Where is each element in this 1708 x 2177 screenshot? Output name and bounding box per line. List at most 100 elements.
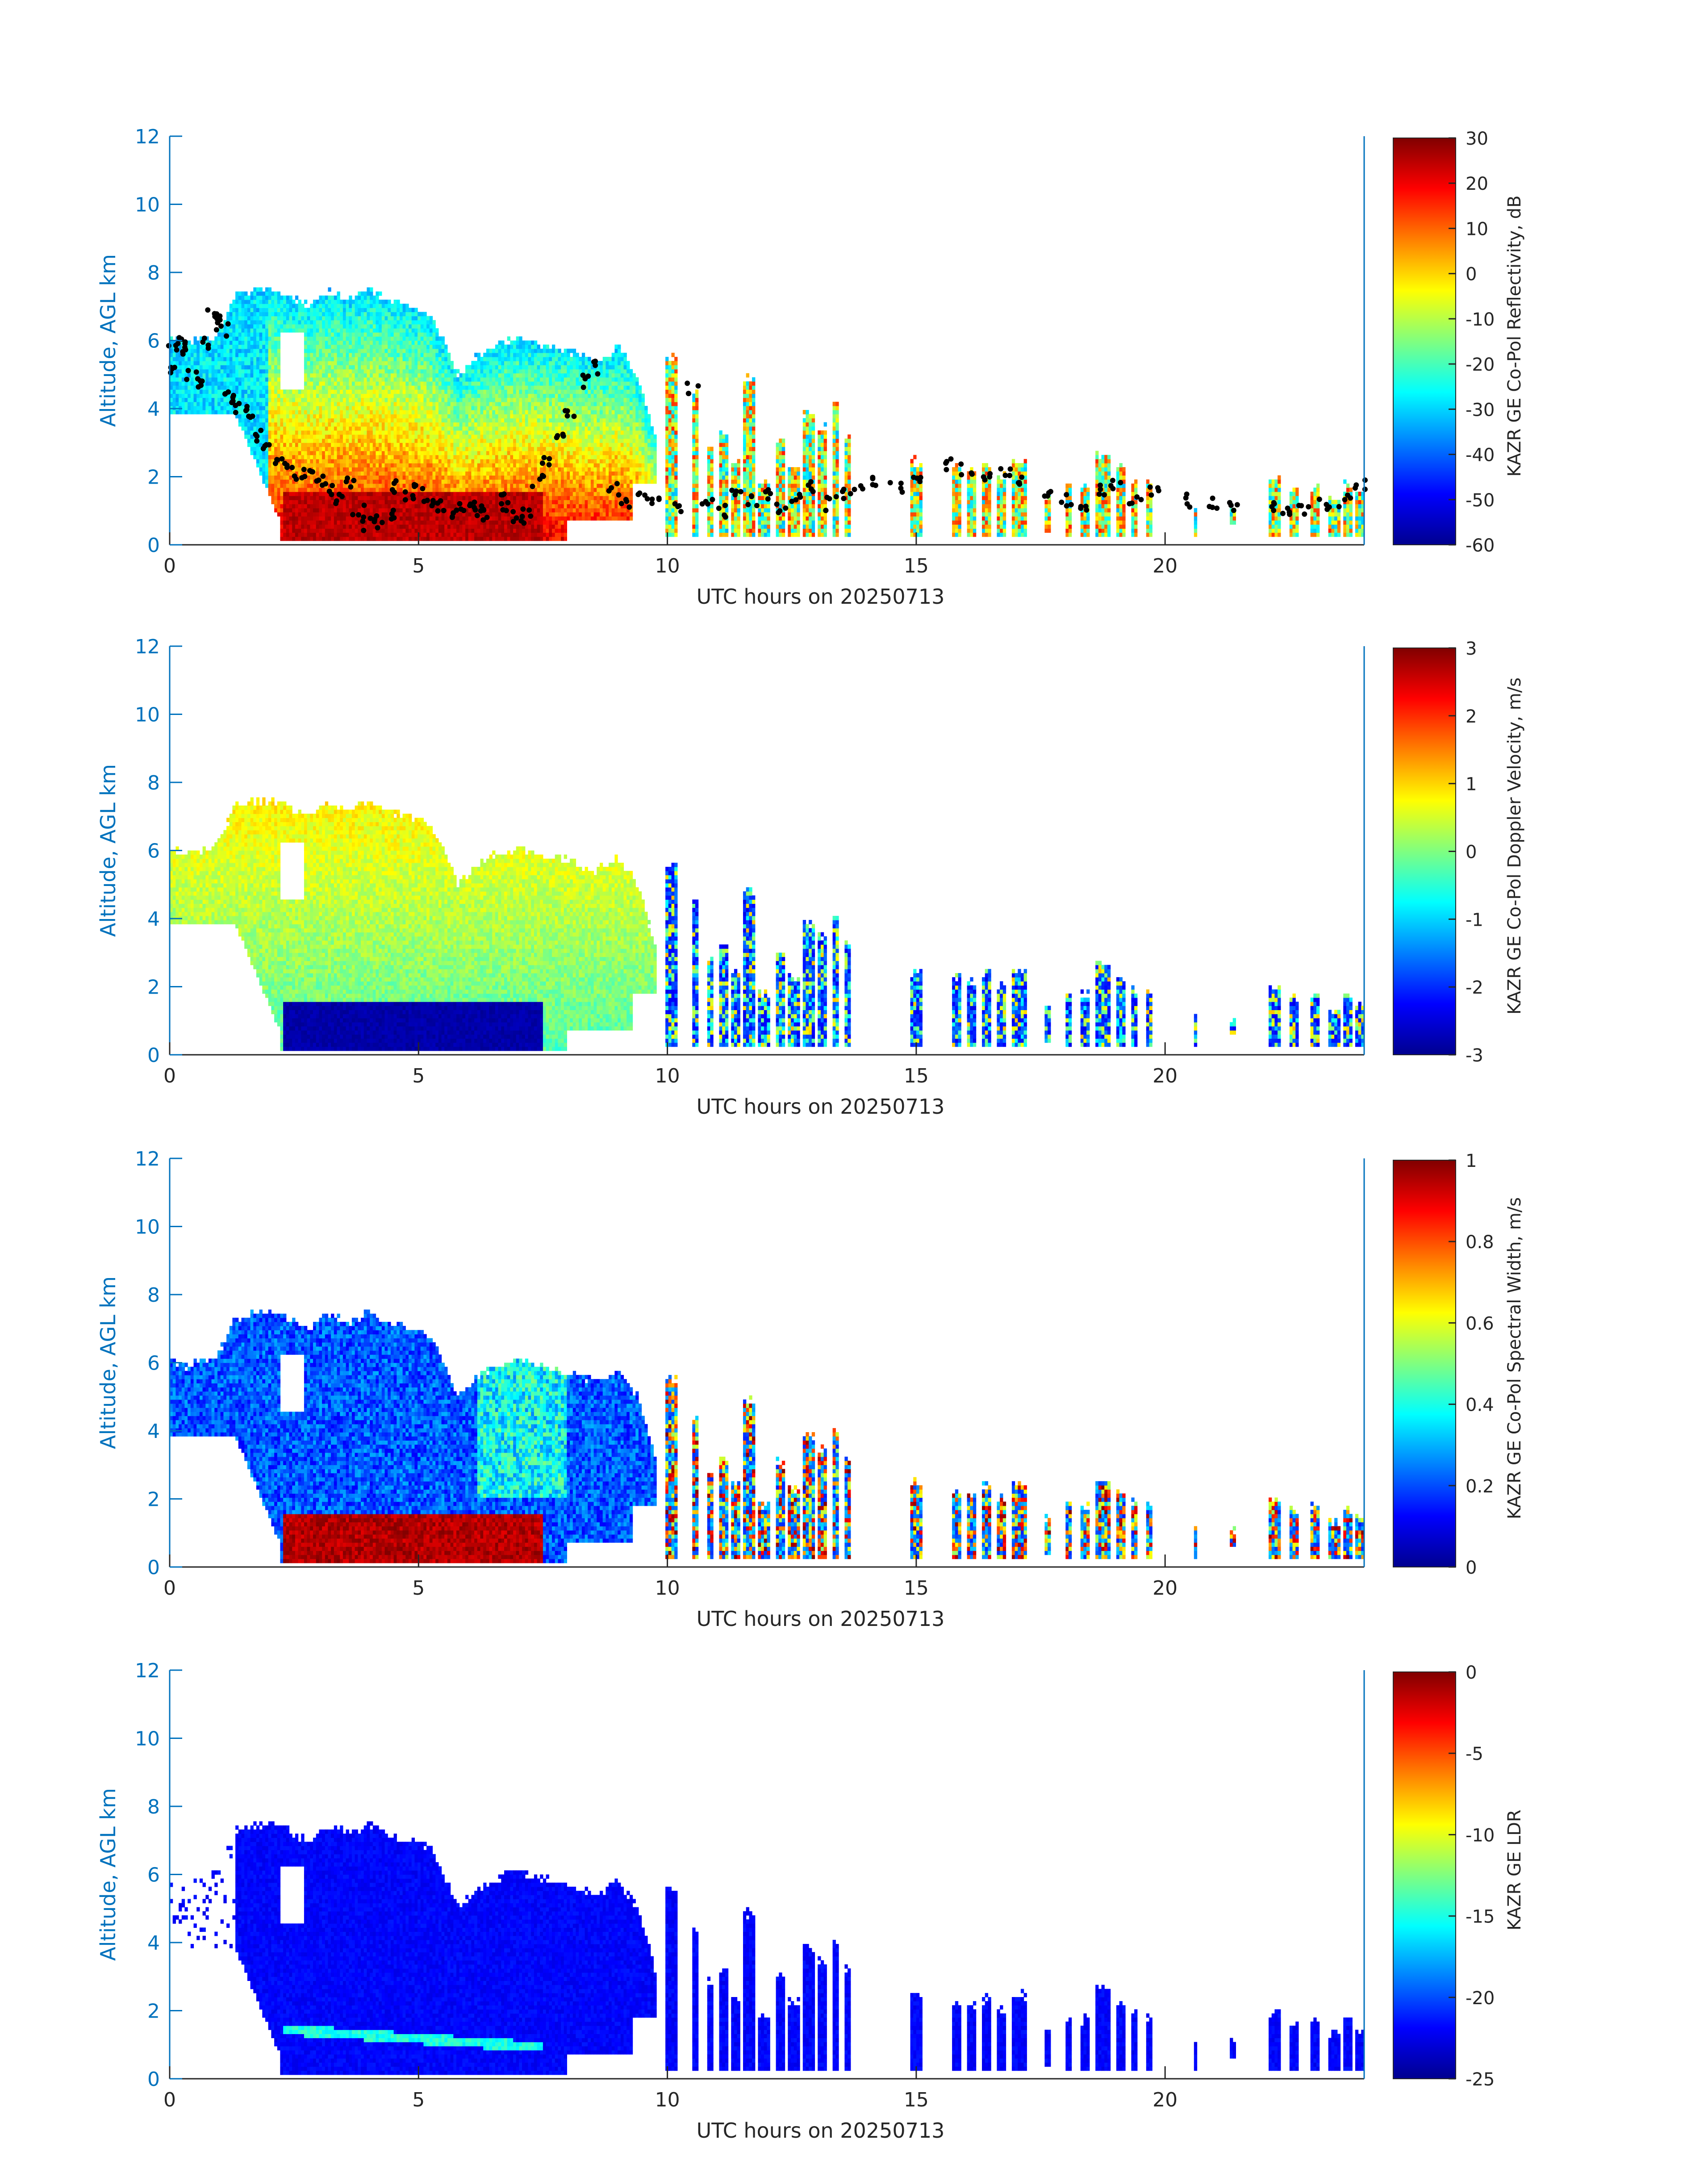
heatmap-cell	[310, 430, 313, 435]
heatmap-cell	[390, 536, 394, 541]
heatmap-cell	[367, 447, 370, 451]
heatmap-cell	[346, 487, 349, 492]
heatmap-cell	[331, 389, 334, 394]
heatmap-cell	[453, 459, 457, 464]
heatmap-cell	[480, 401, 484, 406]
heatmap-cell	[301, 483, 305, 488]
heatmap-cell	[292, 397, 296, 402]
heatmap-cell	[358, 536, 361, 541]
heatmap-cell	[444, 405, 448, 410]
heatmap-cell	[265, 418, 269, 422]
heatmap-cell	[286, 397, 290, 402]
heatmap-cell	[232, 344, 236, 349]
heatmap-cell	[229, 332, 233, 337]
heatmap-cell	[295, 463, 299, 468]
heatmap-cell	[418, 389, 421, 394]
heatmap-cell	[298, 304, 301, 308]
heatmap-cell	[486, 496, 490, 500]
heatmap-cell	[349, 451, 352, 455]
heatmap-cell	[172, 410, 176, 414]
heatmap-cell	[423, 512, 427, 517]
heatmap-cell	[358, 532, 361, 537]
heatmap-cell	[409, 385, 412, 390]
heatmap-cell	[226, 344, 230, 349]
heatmap-cell	[492, 389, 496, 394]
heatmap-cell	[355, 471, 358, 476]
heatmap-cell	[367, 385, 370, 390]
heatmap-cell	[399, 357, 403, 361]
heatmap-cell	[342, 320, 347, 325]
heatmap-cell	[298, 426, 301, 431]
heatmap-cell	[441, 373, 445, 378]
heatmap-cell	[376, 373, 379, 378]
heatmap-cell	[196, 344, 200, 349]
heatmap-cell	[462, 443, 466, 447]
heatmap-cell	[384, 471, 388, 476]
heatmap-cell	[283, 405, 287, 410]
heatmap-cell	[172, 389, 176, 394]
heatmap-cell	[388, 348, 391, 353]
heatmap-cell	[363, 344, 367, 349]
heatmap-cell	[250, 328, 254, 333]
heatmap-cell	[217, 340, 221, 345]
heatmap-cell	[384, 524, 388, 529]
heatmap-cell	[262, 312, 266, 317]
heatmap-cell	[232, 320, 236, 325]
heatmap-cell	[289, 447, 292, 451]
heatmap-cell	[286, 512, 290, 517]
heatmap-cell	[367, 369, 370, 374]
heatmap-cell	[495, 389, 499, 394]
heatmap-cell	[286, 443, 290, 447]
heatmap-cell	[351, 504, 355, 509]
heatmap-cell	[298, 496, 301, 500]
heatmap-cell	[322, 348, 326, 353]
heatmap-cell	[370, 377, 373, 382]
heatmap-cell	[337, 496, 340, 500]
heatmap-cell	[477, 463, 481, 468]
heatmap-cell	[381, 532, 385, 537]
heatmap-cell	[280, 414, 284, 418]
heatmap-cell	[390, 430, 394, 435]
heatmap-cell	[342, 422, 347, 427]
heatmap-cell	[179, 401, 182, 406]
heatmap-cell	[411, 324, 415, 329]
heatmap-cell	[447, 496, 451, 500]
heatmap-cell	[418, 483, 421, 488]
heatmap-cell	[259, 418, 263, 422]
heatmap-cell	[477, 487, 481, 492]
heatmap-cell	[199, 344, 203, 349]
heatmap-cell	[423, 483, 427, 488]
heatmap-cell	[492, 500, 496, 505]
heatmap-cell	[271, 447, 275, 451]
heatmap-cell	[370, 475, 373, 480]
heatmap-cell	[483, 414, 487, 418]
heatmap-cell	[480, 500, 484, 505]
heatmap-cell	[247, 426, 251, 431]
heatmap-cell	[414, 340, 418, 345]
heatmap-cell	[334, 344, 338, 349]
heatmap-cell	[262, 463, 266, 468]
heatmap-cell	[268, 332, 271, 337]
heatmap-cell	[411, 471, 415, 476]
heatmap-cell	[346, 463, 349, 468]
heatmap-cell	[435, 504, 439, 509]
heatmap-cell	[388, 487, 391, 492]
heatmap-cell	[292, 328, 296, 333]
heatmap-cell	[465, 508, 469, 513]
heatmap-cell	[361, 352, 364, 357]
heatmap-cell	[402, 361, 406, 365]
heatmap-cell	[355, 520, 358, 525]
heatmap-cell	[390, 439, 394, 443]
heatmap-cell	[205, 397, 209, 402]
heatmap-cell	[283, 393, 287, 398]
heatmap-cell	[235, 316, 239, 321]
heatmap-cell	[474, 369, 478, 374]
heatmap-cell	[292, 308, 296, 312]
heatmap-cell	[334, 475, 338, 480]
heatmap-cell	[355, 434, 358, 439]
heatmap-cell	[379, 459, 382, 464]
heatmap-cell	[256, 308, 260, 312]
heatmap-cell	[193, 385, 197, 390]
heatmap-cell	[283, 389, 287, 394]
heatmap-cell	[265, 340, 269, 345]
